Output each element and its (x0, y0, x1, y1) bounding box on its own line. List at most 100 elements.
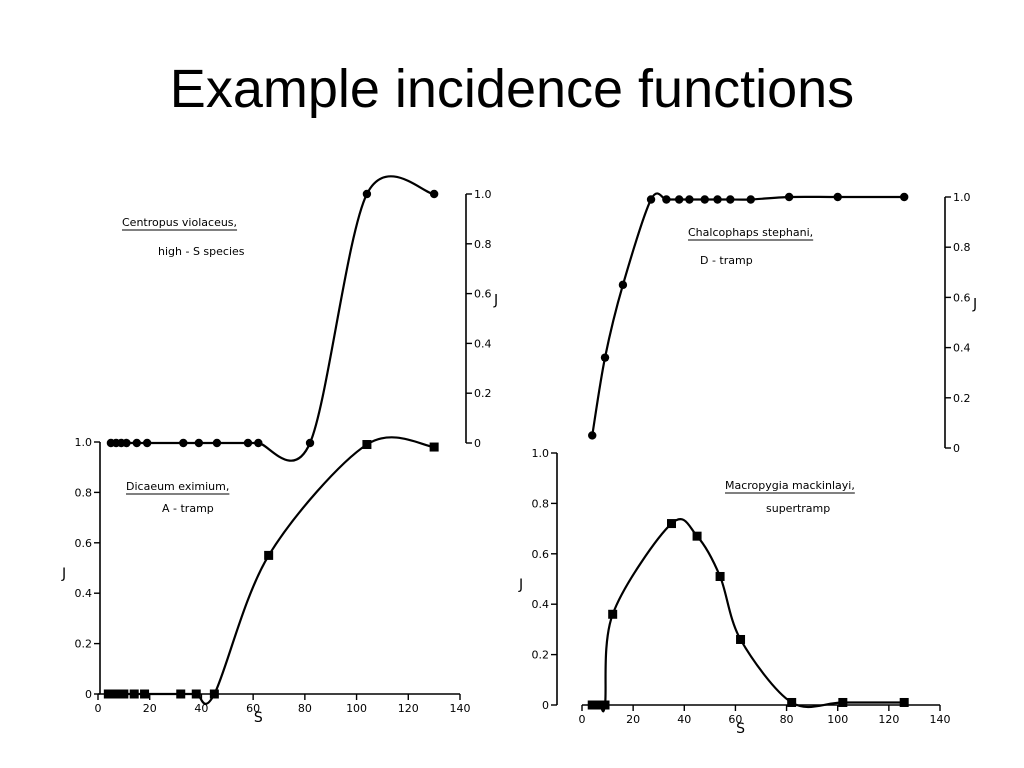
panel3-y-tick-label: 0.6 (953, 291, 971, 304)
panel4-species-label: Macropygia mackinlayi, (725, 479, 855, 492)
panel3-y-tick-label: 0.8 (953, 241, 971, 254)
panel2-data-point (111, 689, 121, 699)
panel4-y-tick-label: 0.2 (532, 649, 550, 662)
panel4-data-point (838, 697, 848, 707)
panel2-y-tick-label: 0.6 (75, 537, 93, 550)
panel2-x-tick-label: 140 (450, 702, 471, 715)
panel3-data-point (713, 195, 722, 204)
panel4-data-point (787, 697, 797, 707)
panel1-y-axis-label: J (493, 293, 498, 309)
panel4-x-axis-label: S (736, 721, 745, 737)
panel4-strategy-label: supertramp (766, 502, 830, 515)
panel1-data-point (194, 438, 204, 448)
panel3-data-point (726, 195, 735, 204)
panel4-y-tick-label: 0.4 (532, 598, 550, 611)
panel1-data-point (212, 438, 222, 448)
panel4-series-line (591, 518, 906, 713)
panel2-x-tick-label: 60 (246, 702, 260, 715)
panel1-y-tick-label: 0 (474, 437, 481, 450)
panel1-data-point (122, 438, 131, 448)
panel4-x-tick-label: 100 (827, 713, 848, 726)
panel4-data-point (600, 700, 610, 710)
panel2-data-point (429, 442, 439, 452)
panel1-data-point (243, 438, 253, 448)
panel3-y-tick-label: 0.2 (953, 392, 971, 405)
slide-title: Example incidence functions (169, 59, 855, 119)
panel3-data-point (674, 195, 684, 204)
panel2-y-tick-label: 1.0 (75, 436, 93, 449)
panel2-y-tick-label: 0 (85, 688, 92, 701)
panel3-data-point (685, 195, 694, 204)
panel4-x-tick-label: 80 (780, 713, 794, 726)
panel4-y-axis-label: J (518, 577, 523, 593)
panel1-data-point (305, 438, 315, 448)
panel3-data-point (784, 192, 794, 202)
panel3-data-point (618, 280, 628, 290)
panel4-y-tick-label: 0.6 (532, 548, 550, 561)
panel4-x-tick-label: 20 (626, 713, 640, 726)
panel3-data-point (900, 192, 909, 202)
panel3-y-axis-label: J (972, 297, 977, 313)
panel4-x-tick-label: 60 (728, 713, 742, 726)
panel1-y-tick-label: 1.0 (474, 188, 492, 201)
panel4-data-point (736, 634, 746, 644)
panel2-x-tick-label: 20 (143, 702, 157, 715)
panel2-strategy-label: A - tramp (162, 502, 214, 515)
panel2-series-line (107, 436, 436, 705)
panel3-species-label: Chalcophaps stephani, (688, 226, 813, 239)
panel2-x-tick-label: 80 (298, 702, 312, 715)
panel4-x-tick-label: 40 (677, 713, 691, 726)
panel1-species-label: Centropus violaceus, (122, 216, 237, 229)
panel4-data-point (899, 697, 909, 707)
panel2-x-tick-label: 100 (346, 702, 367, 715)
panel4-data-point (692, 531, 702, 541)
panel2-y-tick-label: 0.2 (75, 638, 93, 651)
panel2-data-point (140, 689, 150, 699)
panel3-y-tick-label: 1.0 (953, 191, 971, 204)
panel4-x-tick-label: 0 (579, 713, 586, 726)
panel2-x-axis-label: S (254, 710, 263, 726)
panel3-data-point (646, 195, 656, 204)
panel4-data-point (667, 519, 676, 529)
panel2-data-point (209, 689, 219, 699)
panel2-data-point (362, 440, 372, 450)
panel2-data-point (119, 689, 129, 699)
panel1-data-point (429, 189, 439, 199)
panel2-y-tick-label: 0.4 (75, 587, 93, 600)
panel2-y-axis-label: J (61, 566, 66, 582)
panel4-data-point (595, 700, 605, 710)
panel2-x-tick-label: 40 (194, 702, 208, 715)
panel2-data-point (191, 689, 201, 699)
panel2-x-tick-label: 120 (398, 702, 419, 715)
panel4-y-tick-label: 1.0 (532, 447, 550, 460)
panel4-y-tick-label: 0 (542, 699, 549, 712)
panel3-data-point (600, 353, 610, 362)
panel2-data-point (129, 689, 139, 699)
panel3-data-point (700, 195, 709, 204)
panel2-data-point (103, 689, 113, 699)
panel3-data-point (746, 195, 755, 204)
panel2-y-tick-label: 0.8 (75, 486, 93, 499)
panel3-strategy-label: D - tramp (700, 254, 753, 267)
panel4-x-tick-label: 120 (878, 713, 899, 726)
panel3-y-tick-label: 0.4 (953, 342, 971, 355)
panel4-y-tick-label: 0.8 (532, 497, 550, 510)
panel1-data-point (362, 189, 372, 199)
panel1-strategy-label: high - S species (158, 245, 245, 258)
panel1-y-tick-label: 0.2 (474, 387, 492, 400)
panel2-species-label: Dicaeum eximium, (126, 480, 229, 493)
panel4-data-point (608, 609, 618, 619)
panel1-y-tick-label: 0.8 (474, 238, 492, 251)
panel2-data-point (176, 689, 186, 699)
panel3-data-point (588, 431, 597, 440)
panel3-data-point (662, 195, 671, 204)
panel4-data-point (715, 571, 725, 581)
panel2-data-point (264, 550, 274, 560)
panel4-data-point (587, 700, 597, 710)
panel1-data-point (132, 438, 141, 448)
panel1-data-point (142, 438, 152, 448)
panel1-y-tick-label: 0.4 (474, 337, 492, 350)
panel3-data-point (833, 192, 842, 202)
panel3-y-tick-label: 0 (953, 442, 960, 455)
